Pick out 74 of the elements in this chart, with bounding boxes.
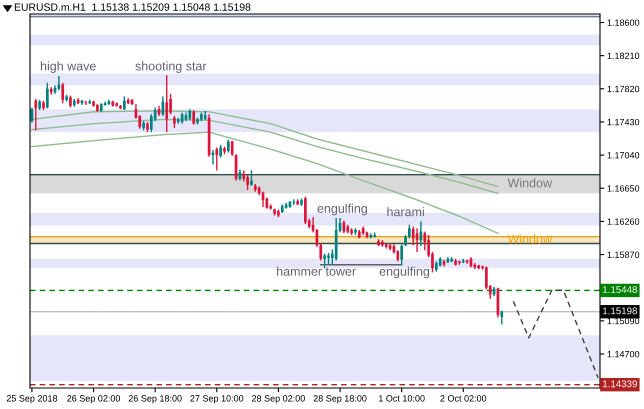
candlestick bbox=[242, 170, 246, 182]
x-tick-label: 25 Sep 2018 bbox=[6, 395, 58, 404]
ref-line-label: 1.14339 bbox=[603, 380, 637, 388]
x-tick-label: 2 Oct 02:00 bbox=[440, 395, 486, 402]
candlestick bbox=[434, 260, 438, 272]
candlestick bbox=[61, 82, 64, 104]
candlestick bbox=[304, 196, 307, 225]
annotation: shooting star bbox=[135, 61, 206, 73]
y-tick-label: 1.18210 bbox=[608, 52, 640, 60]
candlestick bbox=[188, 108, 192, 121]
ref-line-label: 1.15448 bbox=[603, 286, 637, 294]
candlestick bbox=[226, 139, 230, 154]
candlestick bbox=[142, 120, 145, 132]
x-tick-label: 27 Sep 10:00 bbox=[190, 395, 244, 404]
candlestick bbox=[485, 266, 488, 290]
candlestick bbox=[212, 149, 214, 166]
candlestick bbox=[150, 114, 153, 133]
x-tick-label: 26 Sep 02:00 bbox=[67, 395, 120, 404]
candlestick bbox=[158, 105, 160, 117]
line-series bbox=[31, 131, 499, 234]
candlestick bbox=[500, 310, 504, 326]
candlestick bbox=[204, 110, 207, 121]
candlestick bbox=[30, 106, 34, 124]
y-tick-label: 1.15090 bbox=[608, 318, 640, 324]
y-tick-label: 1.16650 bbox=[608, 185, 640, 192]
annotation: hammer tower bbox=[277, 266, 356, 276]
candlestick bbox=[69, 94, 72, 108]
x-tick-label: 28 Sep 18:00 bbox=[314, 395, 367, 404]
band-label: Window bbox=[508, 178, 552, 188]
candlestick bbox=[180, 112, 184, 124]
candlestick bbox=[165, 74, 168, 133]
candlestick bbox=[219, 144, 222, 158]
y-tick-label: 1.17430 bbox=[608, 118, 640, 126]
candlestick bbox=[123, 96, 126, 111]
y-tick-label: 1.18600 bbox=[608, 19, 640, 26]
candlestick bbox=[420, 220, 422, 247]
candlestick bbox=[416, 228, 418, 253]
candlestick bbox=[266, 196, 268, 210]
candlestick bbox=[42, 100, 45, 111]
candlestick bbox=[192, 109, 196, 126]
candlestick bbox=[162, 96, 164, 117]
y-tick-label: 1.16260 bbox=[608, 218, 640, 225]
y-tick-label: 1.14700 bbox=[608, 350, 640, 358]
candlestick bbox=[146, 121, 149, 133]
candlestick bbox=[250, 170, 253, 186]
candlestick bbox=[215, 146, 218, 172]
annotation: engulfing bbox=[380, 266, 430, 278]
x-tick-label: 28 Sep 02:00 bbox=[252, 395, 305, 404]
x-tick-label: 26 Sep 18:00 bbox=[128, 395, 182, 404]
candlestick bbox=[327, 252, 330, 266]
ref-line-label: 1.15198 bbox=[603, 307, 637, 314]
candlestick bbox=[492, 286, 496, 297]
y-tick-label: 1.15870 bbox=[608, 252, 640, 258]
annotation: harami bbox=[387, 207, 424, 216]
candlestick bbox=[46, 82, 49, 110]
x-tick-label: 1 Oct 10:00 bbox=[379, 395, 425, 402]
candlestick bbox=[38, 99, 41, 111]
candlestick bbox=[262, 190, 264, 208]
line-series bbox=[31, 118, 499, 194]
candlestick bbox=[238, 168, 242, 182]
annotation: engulfing bbox=[318, 204, 367, 216]
line-series bbox=[512, 290, 599, 378]
candlestick bbox=[412, 226, 415, 246]
chart-title: EURUSD.m.H1 1.15138 1.15209 1.15048 1.15198 bbox=[14, 3, 250, 11]
candlestick bbox=[246, 174, 249, 191]
candlestick bbox=[470, 256, 472, 268]
candlestick bbox=[58, 75, 60, 92]
candlestick bbox=[173, 115, 176, 129]
y-tick-label: 1.17040 bbox=[608, 152, 640, 158]
candlestick bbox=[396, 250, 400, 262]
annotation: high wave bbox=[40, 61, 96, 73]
candlestick bbox=[34, 98, 38, 132]
y-tick-label: 1.17820 bbox=[608, 86, 640, 92]
candlestick bbox=[323, 253, 326, 269]
